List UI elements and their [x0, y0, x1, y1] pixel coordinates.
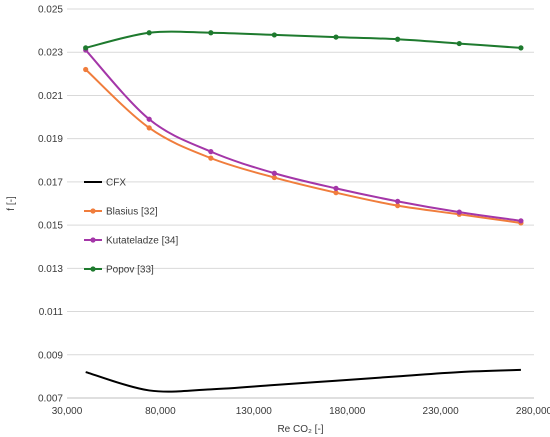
data-point-blasius-32: [395, 203, 401, 209]
y-tick-label: 0.007: [38, 394, 63, 405]
data-point-kutateladze-34: [395, 198, 401, 204]
x-tick-label: 180,000: [329, 406, 366, 417]
data-point-kutateladze-34: [333, 185, 339, 191]
y-axis-title: f [-]: [6, 196, 17, 211]
y-tick-label: 0.015: [38, 221, 63, 232]
data-point-blasius-32: [146, 125, 152, 131]
legend-marker: [90, 266, 96, 272]
y-tick-label: 0.017: [38, 177, 63, 188]
legend-label: CFX: [106, 178, 126, 189]
y-tick-label: 0.023: [38, 48, 63, 59]
x-tick-label: 30,000: [52, 406, 83, 417]
data-point-popov-33: [333, 34, 339, 40]
series-blasius-32: [83, 66, 524, 226]
data-point-popov-33: [395, 36, 401, 42]
x-tick-label: 130,000: [236, 406, 273, 417]
data-point-blasius-32: [83, 66, 89, 73]
gridlines: [67, 8, 534, 399]
y-tick-label: 0.019: [38, 134, 63, 145]
series: [83, 30, 524, 393]
legend-label: Kutateladze [34]: [106, 236, 178, 247]
y-tick-label: 0.025: [38, 5, 63, 16]
x-tick-label: 280,000: [516, 406, 550, 417]
series-cfx: [85, 368, 521, 393]
legend-label: Popov [33]: [106, 265, 154, 276]
data-point-blasius-32: [208, 155, 214, 161]
legend: CFX Blasius [32] Kutateladze [34] Popov [33…: [84, 178, 178, 276]
data-point-popov-33: [271, 32, 277, 38]
axes: 0.007 0.009 0.011 0.013 0.015 0.017 0.019 0.021…: [38, 5, 550, 418]
series-line-cfx: [85, 368, 521, 393]
legend-label: Blasius [32]: [106, 207, 158, 218]
x-axis-title: Re CO₂ [-]: [277, 424, 323, 435]
data-point-kutateladze-34: [456, 209, 462, 215]
legend-item-kutateladze-34: Kutateladze [34]: [84, 236, 178, 247]
legend-item-cfx: CFX: [84, 178, 126, 189]
legend-item-blasius-32: Blasius [32]: [84, 207, 158, 218]
y-tick-label: 0.021: [38, 91, 63, 102]
legend-item-popov-33: Popov [33]: [84, 265, 154, 276]
data-point-popov-33: [146, 30, 152, 36]
data-point-kutateladze-34: [146, 116, 152, 122]
legend-marker: [90, 237, 96, 243]
data-point-kutateladze-34: [271, 170, 277, 176]
data-point-popov-33: [518, 45, 524, 51]
legend-marker: [90, 208, 96, 214]
x-tick-label: 230,000: [423, 406, 460, 417]
series-popov-33: [83, 30, 524, 51]
data-point-kutateladze-34: [518, 218, 524, 224]
data-point-popov-33: [208, 30, 214, 36]
data-point-blasius-32: [271, 174, 277, 181]
x-tick-label: 80,000: [145, 406, 176, 417]
y-tick-label: 0.013: [38, 264, 63, 275]
series-kutateladze-34: [83, 47, 524, 224]
data-point-blasius-32: [333, 190, 339, 196]
data-point-popov-33: [456, 40, 462, 47]
y-tick-label: 0.009: [38, 350, 63, 361]
data-point-popov-33: [83, 45, 89, 51]
data-point-kutateladze-34: [208, 149, 214, 155]
y-tick-label: 0.011: [39, 307, 64, 318]
